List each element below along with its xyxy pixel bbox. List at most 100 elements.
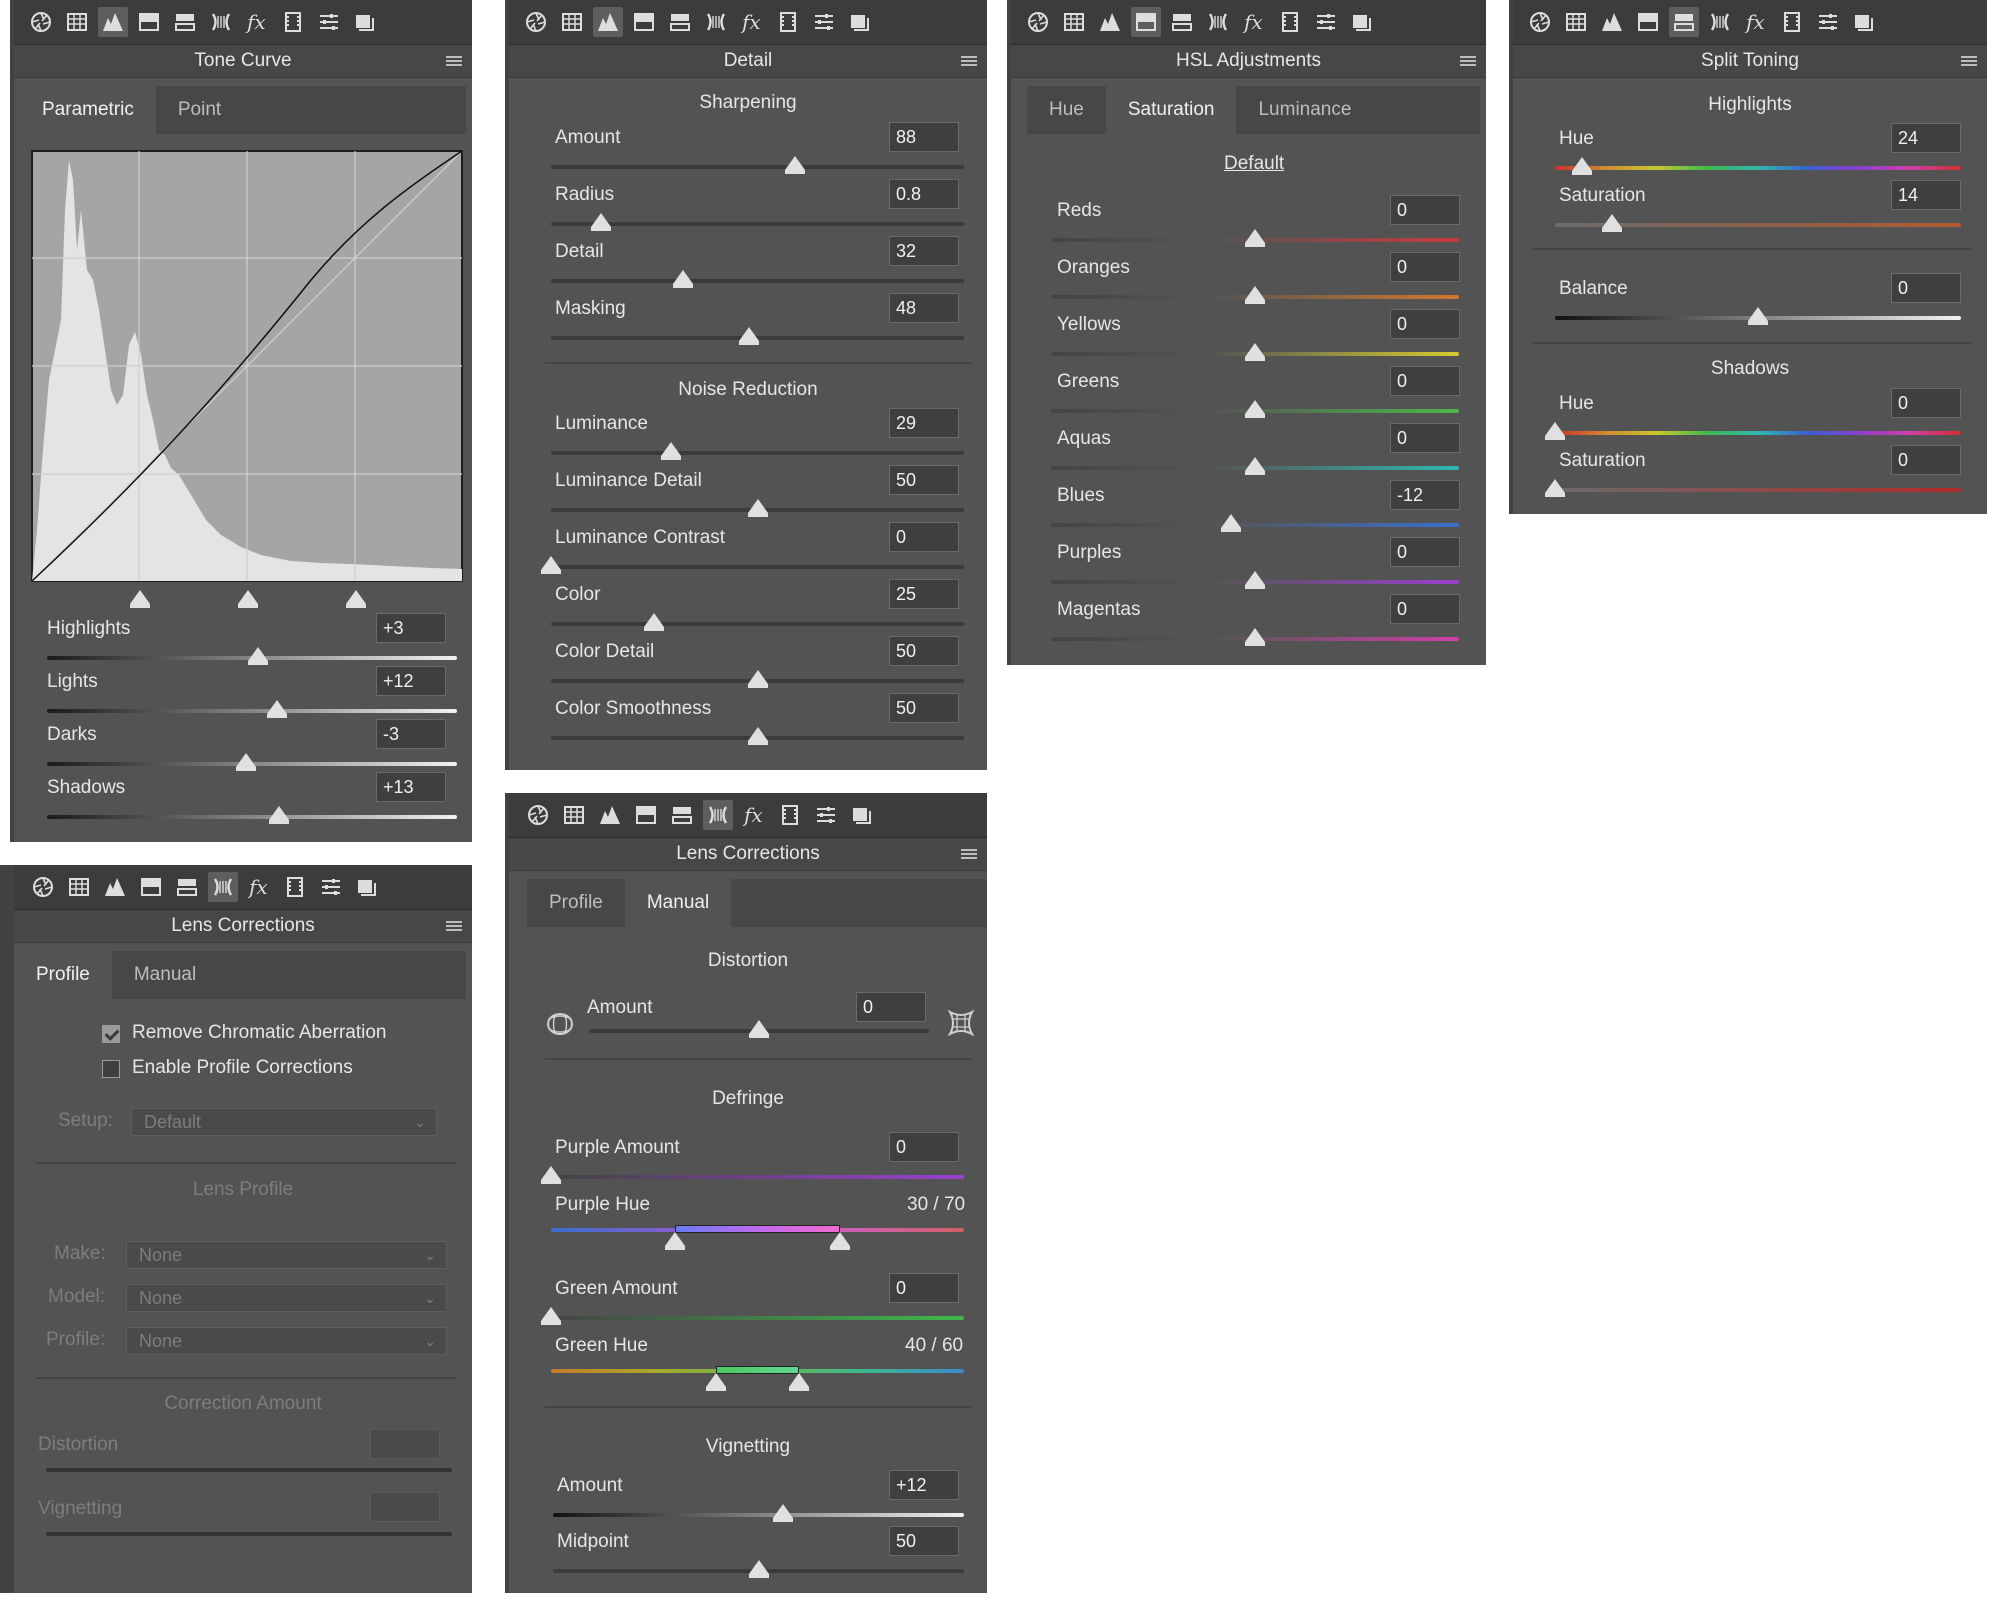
blues-slider-handle[interactable]: [1220, 514, 1241, 532]
camera-calibration-icon[interactable]: [1275, 7, 1305, 37]
oranges-slider-handle[interactable]: [1245, 286, 1265, 304]
hsl-icon[interactable]: [631, 800, 661, 830]
split-toning-icon[interactable]: [1669, 7, 1699, 37]
lens-icon[interactable]: [701, 7, 731, 37]
shadows-slider-track[interactable]: [47, 815, 457, 819]
green-hue-high-handle[interactable]: [788, 1373, 809, 1391]
menu-icon[interactable]: [961, 849, 977, 859]
distortion-amount-slider-handle[interactable]: [749, 1020, 769, 1038]
tab-parametric[interactable]: Parametric: [20, 86, 156, 134]
sharpen-amount-slider-track[interactable]: [551, 165, 964, 169]
noise-luminance-slider-track[interactable]: [551, 451, 964, 455]
grid-icon[interactable]: [1059, 7, 1089, 37]
lens-icon[interactable]: [206, 7, 236, 37]
menu-icon[interactable]: [446, 921, 462, 931]
tab-profile[interactable]: Profile: [14, 951, 112, 999]
balance-slider-handle[interactable]: [1748, 307, 1768, 325]
hsl-icon[interactable]: [134, 7, 164, 37]
shadows-slider-handle[interactable]: [268, 806, 289, 824]
presets-icon[interactable]: [1813, 7, 1843, 37]
tone-curve-graph[interactable]: [31, 150, 463, 582]
profile-select[interactable]: None ⌄: [126, 1327, 447, 1355]
tab-manual[interactable]: Manual: [133, 964, 197, 985]
split-toning-icon[interactable]: [172, 872, 202, 902]
purples-slider-handle[interactable]: [1245, 571, 1265, 589]
snapshots-icon[interactable]: [847, 800, 877, 830]
setup-select[interactable]: Default ⌄: [131, 1108, 437, 1136]
highlights-saturation-slider-handle[interactable]: [1601, 214, 1622, 232]
highlights-saturation-slider-track[interactable]: [1555, 223, 1961, 227]
tone-curve-icon[interactable]: [1095, 7, 1125, 37]
menu-icon[interactable]: [961, 56, 977, 66]
lens-icon[interactable]: [1705, 7, 1735, 37]
tone-curve-icon[interactable]: [98, 7, 128, 37]
highlights-hue-slider-handle[interactable]: [1572, 157, 1593, 175]
tone-curve-icon[interactable]: [595, 800, 625, 830]
sharpen-radius-value-input[interactable]: 0.8: [889, 179, 959, 209]
greens-value-input[interactable]: 0: [1390, 366, 1460, 396]
fx-icon[interactable]: fx: [737, 7, 767, 37]
camera-calibration-icon[interactable]: [278, 7, 308, 37]
shadows-hue-value-input[interactable]: 0: [1891, 388, 1961, 418]
hsl-icon[interactable]: [1131, 7, 1161, 37]
darks-slider-handle[interactable]: [235, 753, 256, 771]
snapshots-icon[interactable]: [352, 872, 382, 902]
split-point-handle-1[interactable]: [130, 590, 150, 608]
aquas-slider-handle[interactable]: [1245, 457, 1265, 475]
grid-icon[interactable]: [64, 872, 94, 902]
tab-luminance[interactable]: Luminance: [1258, 99, 1352, 120]
presets-icon[interactable]: [811, 800, 841, 830]
snapshots-icon[interactable]: [1347, 7, 1377, 37]
magentas-slider-handle[interactable]: [1245, 628, 1265, 646]
split-point-handle-3[interactable]: [346, 590, 366, 608]
hsl-icon[interactable]: [629, 7, 659, 37]
sharpen-amount-value-input[interactable]: 88: [889, 122, 959, 152]
shadows-saturation-slider-handle[interactable]: [1545, 479, 1565, 497]
lights-slider-handle[interactable]: [266, 700, 287, 718]
presets-icon[interactable]: [316, 872, 346, 902]
fx-icon[interactable]: fx: [739, 800, 769, 830]
shadows-saturation-value-input[interactable]: 0: [1891, 445, 1961, 475]
shadows-hue-slider-handle[interactable]: [1545, 422, 1565, 440]
purple-amount-slider-track[interactable]: [551, 1175, 964, 1179]
noise-color-detail-slider-handle[interactable]: [747, 670, 768, 688]
blues-slider-track[interactable]: [1051, 523, 1459, 527]
grid-icon[interactable]: [1561, 7, 1591, 37]
green-amount-value-input[interactable]: 0: [889, 1273, 959, 1303]
noise-color-slider-handle[interactable]: [644, 613, 665, 631]
noise-color-smoothness-value-input[interactable]: 50: [889, 693, 959, 723]
split-toning-icon[interactable]: [1167, 7, 1197, 37]
greens-slider-handle[interactable]: [1245, 400, 1265, 418]
vignette-amount-value-input[interactable]: +12: [889, 1470, 959, 1500]
enable-profile-corrections-checkbox[interactable]: [102, 1060, 120, 1078]
aperture-icon[interactable]: [26, 7, 56, 37]
grid-icon[interactable]: [557, 7, 587, 37]
noise-color-slider-track[interactable]: [551, 622, 964, 626]
remove-chromatic-aberration-checkbox[interactable]: [102, 1025, 120, 1043]
green-amount-slider-track[interactable]: [551, 1316, 964, 1320]
lens-icon[interactable]: [1203, 7, 1233, 37]
grid-icon[interactable]: [559, 800, 589, 830]
snapshots-icon[interactable]: [350, 7, 380, 37]
sharpen-detail-slider-handle[interactable]: [673, 270, 694, 288]
lights-value-input[interactable]: +12: [376, 666, 446, 696]
yellows-value-input[interactable]: 0: [1390, 309, 1460, 339]
noise-luminance-value-input[interactable]: 29: [889, 408, 959, 438]
camera-calibration-icon[interactable]: [773, 7, 803, 37]
vignette-amount-slider-handle[interactable]: [773, 1504, 794, 1522]
highlights-saturation-value-input[interactable]: 14: [1891, 180, 1961, 210]
reds-slider-handle[interactable]: [1245, 229, 1265, 247]
presets-icon[interactable]: [809, 7, 839, 37]
snapshots-icon[interactable]: [1849, 7, 1879, 37]
noise-color-value-input[interactable]: 25: [889, 579, 959, 609]
tone-curve-icon[interactable]: [593, 7, 623, 37]
lights-slider-track[interactable]: [47, 709, 457, 713]
highlights-slider-handle[interactable]: [248, 647, 269, 665]
tab-profile[interactable]: Profile: [549, 892, 603, 913]
noise-luminance-contrast-slider-track[interactable]: [551, 565, 964, 569]
split-point-handle-2[interactable]: [238, 590, 258, 608]
distortion-amount-value-input[interactable]: 0: [856, 992, 926, 1022]
aperture-icon[interactable]: [521, 7, 551, 37]
lens-icon[interactable]: [703, 800, 733, 830]
balance-value-input[interactable]: 0: [1891, 273, 1961, 303]
